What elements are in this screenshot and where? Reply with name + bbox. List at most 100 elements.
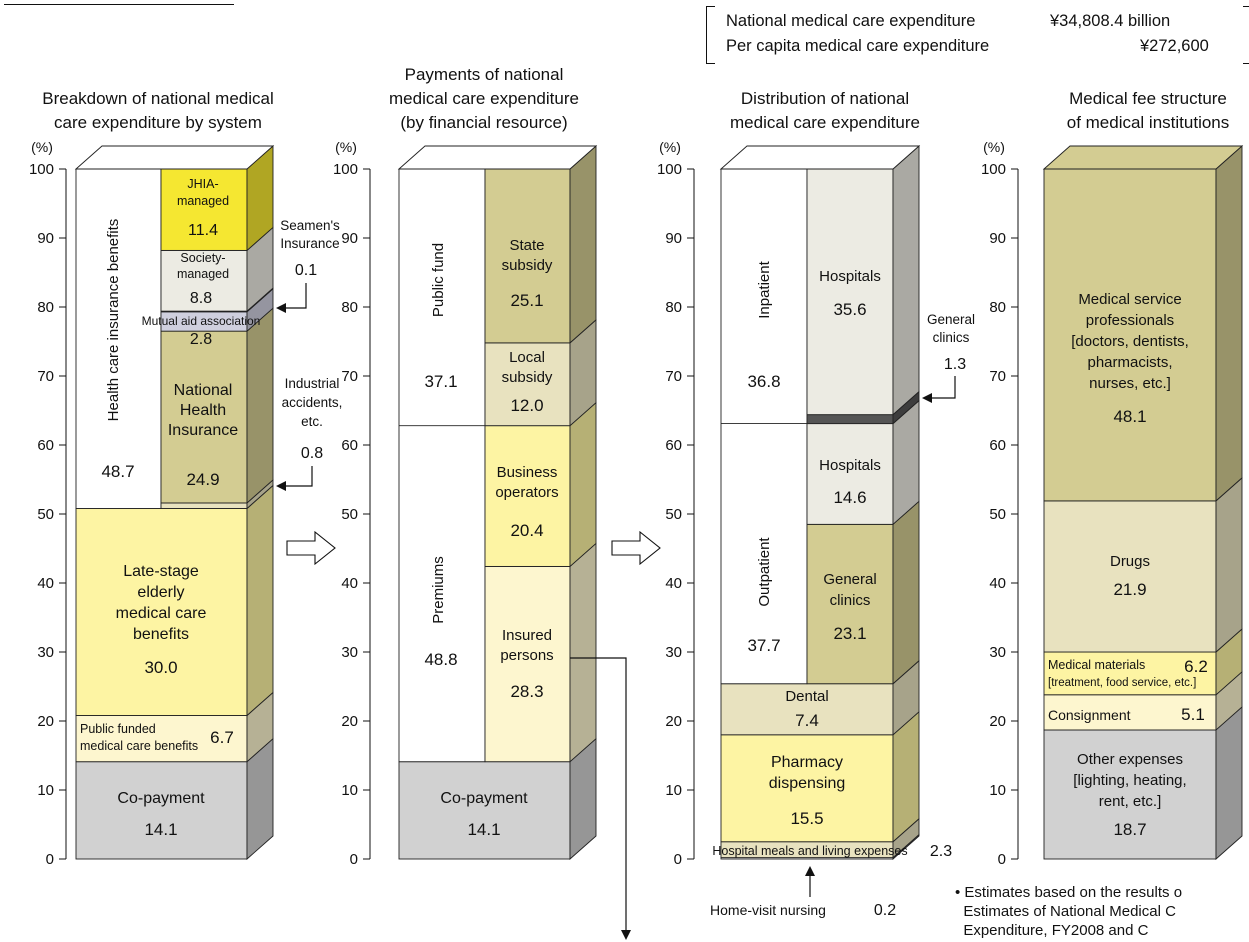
chart3-label-hospital-meals: Hospital meals and living expenses — [712, 844, 907, 858]
chart3-label-outpatient-general-clinics-line-2: clinics — [830, 592, 871, 609]
chart2-bar-business-operators-side — [569, 401, 597, 568]
chart2-value-premiums: 48.8 — [424, 650, 457, 669]
chart1-bar-industrial-accidents — [160, 502, 248, 509]
chart4-value-drugs: 21.9 — [1113, 580, 1146, 599]
chart1-callout-seamens-head — [276, 303, 286, 313]
chart3-y-tick-label-30: 30 — [665, 644, 682, 661]
chart4-value-other-expenses: 18.7 — [1113, 820, 1146, 839]
chart1-label-public-funded-line-2: medical care benefits — [80, 739, 198, 753]
chart4-y-tick-label-70: 70 — [989, 368, 1006, 385]
chart4-label-other-expenses-line-2: [lighting, heating, — [1073, 772, 1186, 789]
chart2-label-business-operators-line-2: operators — [495, 484, 558, 501]
chart4-y-tick-label-80: 80 — [989, 299, 1006, 316]
chart4-y-tick-label-10: 10 — [989, 782, 1006, 799]
chart3-label-home-visit-nursing: Home-visit nursing — [710, 902, 826, 918]
chart2-value-local-subsidy: 12.0 — [510, 396, 543, 415]
chart1-bar-top — [74, 145, 275, 170]
chart2-bar-left-block — [398, 168, 486, 763]
chart2-title-line-2: medical care expenditure — [389, 89, 579, 108]
chart1-label-late-stage-line-1: Late-stage — [123, 563, 199, 580]
chart2-y-tick-label-80: 80 — [341, 299, 358, 316]
chart1-label-nhi-line-3: Insurance — [168, 422, 238, 439]
chart4-bar-medical-service-professionals — [1043, 168, 1217, 502]
flow-arrow-1-to-2 — [286, 530, 336, 566]
chart1-label-seamens-insurance-line-1: Seamen's — [280, 218, 340, 233]
chart3-y-tick-label-80: 80 — [665, 299, 682, 316]
chart1-label-late-stage-line-4: benefits — [133, 626, 189, 643]
chart2-bar-business-operators — [484, 425, 571, 567]
chart1-value-seamens-insurance: 0.1 — [295, 262, 317, 279]
chart3-y-tick-label-100: 100 — [657, 161, 682, 178]
chart2-title-line-1: Payments of national — [405, 65, 564, 84]
chart1-value-industrial: 0.8 — [301, 445, 323, 462]
chart3-value-hospital-meals: 2.3 — [930, 843, 952, 860]
chart1-bar-late-stage — [75, 508, 248, 716]
footnote-line-3: Expenditure, FY2008 and C — [955, 922, 1149, 939]
chart4-y-tick-label-30: 30 — [989, 644, 1006, 661]
chart1-label-industrial-line-3: etc. — [301, 414, 323, 429]
chart3-label-inpatient: Inpatient — [756, 260, 773, 318]
chart3-bar-outpatient-general-clinics-side — [892, 500, 920, 685]
chart2-insured-persons-pointer — [570, 657, 627, 930]
chart2-y-tick-label-100: 100 — [333, 161, 358, 178]
chart2-y-tick-label-50: 50 — [341, 506, 358, 523]
chart1-value-late-stage: 30.0 — [144, 658, 177, 677]
chart1-bar-public-funded — [75, 715, 248, 763]
chart1-y-tick-label-50: 50 — [37, 506, 54, 523]
chart1-y-tick-label-60: 60 — [37, 437, 54, 454]
chart3-bar-inpatient-general-clinics — [806, 414, 894, 425]
chart1-y-tick-label-10: 10 — [37, 782, 54, 799]
chart4-y-tick-label-0: 0 — [998, 851, 1006, 868]
chart1-label-industrial-line-2: accidents, — [282, 395, 343, 410]
chart1-y-tick-label-100: 100 — [29, 161, 54, 178]
chart4-bar-other-expenses — [1043, 729, 1217, 860]
chart2-label-insured-persons-line-1: Insured — [502, 627, 552, 644]
total-expenditure-label: National medical care expenditure — [726, 12, 976, 30]
chart3-inpatient-general-clinics-pointer — [932, 376, 956, 399]
chart4-y-unit-label: (%) — [983, 139, 1005, 155]
expenditure-summary-box: National medical care expenditure ¥34,80… — [706, 4, 1249, 64]
chart2-bar-co-payment — [398, 761, 571, 860]
chart3-label-outpatient-general-clinics-line-1: General — [823, 571, 876, 588]
chart3-label-pharmacy-dispensing-line-1: Pharmacy — [771, 754, 843, 771]
chart4-label-other-expenses-line-1: Other expenses — [1077, 751, 1183, 768]
chart1-label-industrial-line-1: Industrial — [285, 376, 340, 391]
chart4-bar-top — [1042, 145, 1244, 170]
chart1-y-tick-label-90: 90 — [37, 230, 54, 247]
chart1-label-nhi-line-2: Health — [180, 402, 226, 419]
chart4-bar-drugs-side — [1215, 476, 1243, 653]
chart1-value-jhia-managed: 11.4 — [188, 222, 218, 239]
bracket-right — [1243, 6, 1249, 64]
total-expenditure-value: ¥34,808.4 billion — [1050, 12, 1171, 30]
chart3-value-inpatient: 36.8 — [747, 372, 780, 391]
chart4-bar-drugs — [1043, 500, 1217, 653]
chart4-label-drugs: Drugs — [1110, 553, 1150, 570]
chart2-value-insured-persons: 28.3 — [510, 682, 543, 701]
chart3-label-outpatient-hospitals: Hospitals — [819, 457, 881, 474]
chart3-label-inpatient-general-clinics-line-2: clinics — [933, 330, 970, 345]
chart1-callout-seamens — [282, 283, 307, 309]
chart1-y-tick-label-0: 0 — [46, 851, 54, 868]
chart4-value-medical-service-professionals: 48.1 — [1113, 407, 1146, 426]
chart2-label-premiums: Premiums — [430, 556, 447, 624]
chart4-y-tick-label-40: 40 — [989, 575, 1006, 592]
chart1-bar-jhia-managed — [160, 168, 248, 251]
chart3-bar-outpatient-general-clinics — [806, 523, 894, 685]
chart4-label-other-expenses-line-3: rent, etc.] — [1099, 793, 1162, 810]
chart3-inpatient-general-clinics-pointer-head — [922, 393, 932, 403]
chart3-y-unit-label: (%) — [659, 139, 681, 155]
chart3-value-home-visit-nursing: 0.2 — [874, 902, 896, 919]
chart1-bar-society-managed — [160, 249, 248, 312]
chart3-value-outpatient: 37.7 — [747, 636, 780, 655]
chart1-title-line-1: Breakdown of national medical — [42, 89, 274, 108]
chart3-value-outpatient-hospitals: 14.6 — [833, 488, 866, 507]
chart1-bar-national-health-insurance-side — [246, 307, 274, 504]
chart2-value-public-fund: 37.1 — [424, 372, 457, 391]
chart4-y-tick-label-90: 90 — [989, 230, 1006, 247]
chart3-value-inpatient-general-clinics: 1.3 — [944, 356, 966, 373]
chart3-label-inpatient-general-clinics-line-1: General — [927, 312, 975, 327]
chart3-bar-outpatient-hospitals — [806, 423, 894, 525]
chart4-label-medical-materials: Medical materials — [1048, 658, 1145, 672]
chart4-value-medical-materials: 6.2 — [1184, 657, 1208, 676]
chart3-title-line-1: Distribution of national — [741, 89, 909, 108]
